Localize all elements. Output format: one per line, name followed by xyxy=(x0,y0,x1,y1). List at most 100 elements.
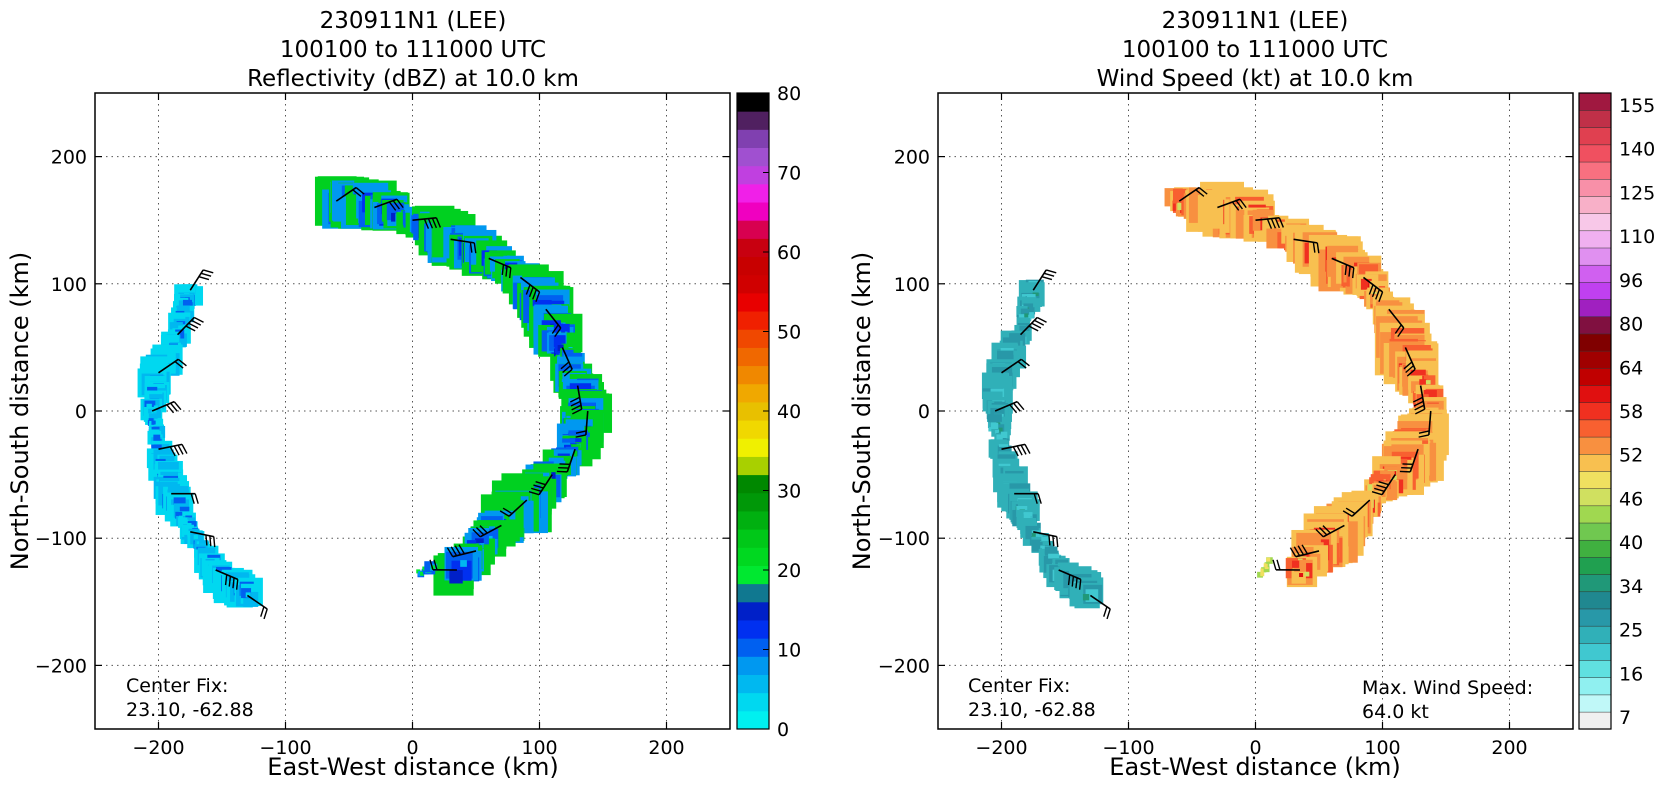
colorbar-tick-label: 16 xyxy=(1619,663,1643,685)
colorbar-cell xyxy=(737,420,769,439)
colorbar-cell xyxy=(1578,127,1612,146)
colorbar-cell xyxy=(1578,384,1612,403)
x-tick-label: −200 xyxy=(975,737,1027,759)
field-cell xyxy=(151,420,156,425)
left-wind-barbs xyxy=(151,186,589,620)
field-cell xyxy=(150,415,158,424)
colorbar-cell xyxy=(737,510,769,530)
wind-barb-feather xyxy=(560,361,570,370)
wind-barb-feather xyxy=(173,445,180,456)
wind-barb-feather xyxy=(1418,430,1430,434)
colorbar-cell xyxy=(1578,625,1612,644)
colorbar-tick-label: 125 xyxy=(1619,182,1655,204)
wind-barb-feather xyxy=(1078,579,1082,590)
wind-barb-feather xyxy=(1067,574,1071,586)
field-cell xyxy=(557,345,564,351)
wind-barb-feather xyxy=(224,574,228,586)
wind-barb-feather xyxy=(575,434,587,438)
wind-barb-feather xyxy=(1312,242,1316,253)
field-cell xyxy=(149,420,154,425)
wind-barb-feather xyxy=(1371,491,1383,496)
wind-barb-feather xyxy=(475,527,485,536)
wind-barb-feather xyxy=(1342,510,1353,517)
wind-barb-feather xyxy=(1375,289,1381,300)
wind-barb-staff xyxy=(508,499,528,517)
colorbar-tick-label: 25 xyxy=(1619,620,1643,642)
wind-barb-feather xyxy=(1016,401,1025,411)
wind-barb-feather xyxy=(166,404,175,414)
wind-barb-feather xyxy=(1056,536,1059,548)
colorbar-tick-label: 60 xyxy=(777,242,801,264)
field-cell xyxy=(173,497,186,510)
wind-barb-feather xyxy=(1272,559,1277,570)
colorbar-cell xyxy=(1578,161,1612,180)
wind-barb-feather xyxy=(1195,189,1205,197)
wind-barb-feather xyxy=(469,242,473,253)
wind-barb-feather xyxy=(1024,444,1031,454)
wind-barb-feather xyxy=(575,430,587,434)
wind-barb-feather xyxy=(1103,606,1108,617)
wind-barb-feather xyxy=(533,484,544,489)
wind-barb-feather xyxy=(190,493,195,504)
wind-barb-feather xyxy=(1198,187,1208,195)
wind-barb-feather xyxy=(1239,198,1247,209)
colorbar-tick-label: 52 xyxy=(1619,445,1643,467)
field-cell xyxy=(1032,292,1039,299)
wind-barb-feather xyxy=(1315,528,1324,538)
colorbar-cell xyxy=(1578,677,1612,696)
field-cell xyxy=(1018,314,1025,321)
wind-barb-feather xyxy=(1020,444,1027,455)
colorbar-tick-label: 40 xyxy=(777,401,801,423)
x-tick-label: 0 xyxy=(406,737,418,759)
colorbar-cell xyxy=(1578,316,1612,335)
colorbar-cell xyxy=(1578,522,1612,541)
colorbar-cell xyxy=(1578,299,1612,318)
wind-barb-feather xyxy=(170,402,178,412)
wind-barb-feather xyxy=(235,579,239,590)
colorbar-cell xyxy=(1578,711,1612,730)
colorbar-cell xyxy=(1578,419,1612,438)
field-cell xyxy=(193,535,198,540)
wind-barb-feather xyxy=(194,493,199,504)
wind-barb-feather xyxy=(193,316,204,323)
field-cell xyxy=(1024,313,1029,318)
colorbar-cell xyxy=(1578,281,1612,300)
colorbar-cell xyxy=(1578,574,1612,593)
wind-barb-feather xyxy=(1412,396,1423,403)
wind-barb-feather xyxy=(1037,493,1042,504)
wind-barb-feather xyxy=(569,396,580,403)
wind-barb-feather xyxy=(1322,525,1331,534)
field-cell xyxy=(1041,536,1050,545)
wind-barb-feather xyxy=(1106,608,1111,620)
right-xlabel: East-West distance (km) xyxy=(1109,753,1400,781)
colorbar-tick-label: 50 xyxy=(777,322,801,344)
colorbar-cell xyxy=(737,238,769,258)
x-tick-label: −200 xyxy=(132,737,184,759)
wind-barb-feather xyxy=(562,365,571,374)
wind-barb-feather xyxy=(1013,402,1021,412)
wind-barb-feather xyxy=(1274,217,1281,229)
wind-barb-feather xyxy=(508,267,512,279)
wind-barb-feather xyxy=(531,487,542,493)
field-cell xyxy=(998,427,1003,432)
wind-barb-feather xyxy=(535,481,546,486)
wind-barb-feather xyxy=(1278,217,1285,228)
wind-barb-feather xyxy=(198,276,210,281)
colorbar-tick-label: 80 xyxy=(777,83,801,105)
field-cell xyxy=(1368,484,1375,491)
wind-barb-feather xyxy=(1041,276,1053,281)
wind-barb-feather xyxy=(185,325,196,332)
wind-barb-feather xyxy=(563,368,573,377)
colorbar-cell xyxy=(737,292,769,312)
field-cell xyxy=(1360,278,1372,290)
colorbar-cell xyxy=(1578,453,1612,472)
wind-barb-staff xyxy=(1322,524,1345,538)
wind-barb-feather xyxy=(188,322,199,329)
field-cell xyxy=(175,329,185,339)
field-cell xyxy=(153,405,158,410)
colorbar-cell xyxy=(1578,539,1612,558)
wind-barb-feather xyxy=(450,546,458,557)
wind-barb-feather xyxy=(1376,484,1387,489)
left-title-line-2: 100100 to 111000 UTC xyxy=(280,37,546,63)
wind-barb-feather xyxy=(1031,322,1042,329)
